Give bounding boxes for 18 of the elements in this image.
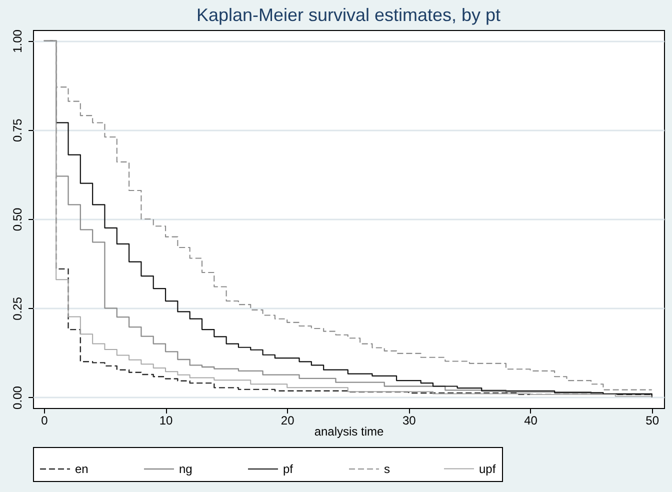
- y-tick-label: 0.75: [10, 118, 24, 142]
- legend-label: pf: [283, 462, 294, 476]
- y-tick-label: 1.00: [10, 29, 24, 53]
- x-tick-label: 40: [524, 414, 538, 428]
- x-tick-label: 30: [402, 414, 416, 428]
- x-tick-label: 50: [646, 414, 660, 428]
- x-axis-title: analysis time: [314, 424, 384, 438]
- x-tick-label: 20: [280, 414, 295, 428]
- legend-label: upf: [479, 462, 496, 476]
- legend-label: ng: [179, 462, 192, 476]
- y-tick-label: 0.00: [10, 386, 24, 410]
- x-tick-label: 0: [41, 414, 48, 428]
- chart-title: Kaplan-Meier survival estimates, by pt: [196, 5, 501, 26]
- y-tick-label: 0.50: [10, 208, 24, 232]
- x-tick-label: 10: [159, 414, 174, 428]
- legend-label: s: [384, 462, 390, 476]
- y-tick-label: 0.25: [10, 296, 24, 320]
- legend-label: en: [75, 462, 88, 476]
